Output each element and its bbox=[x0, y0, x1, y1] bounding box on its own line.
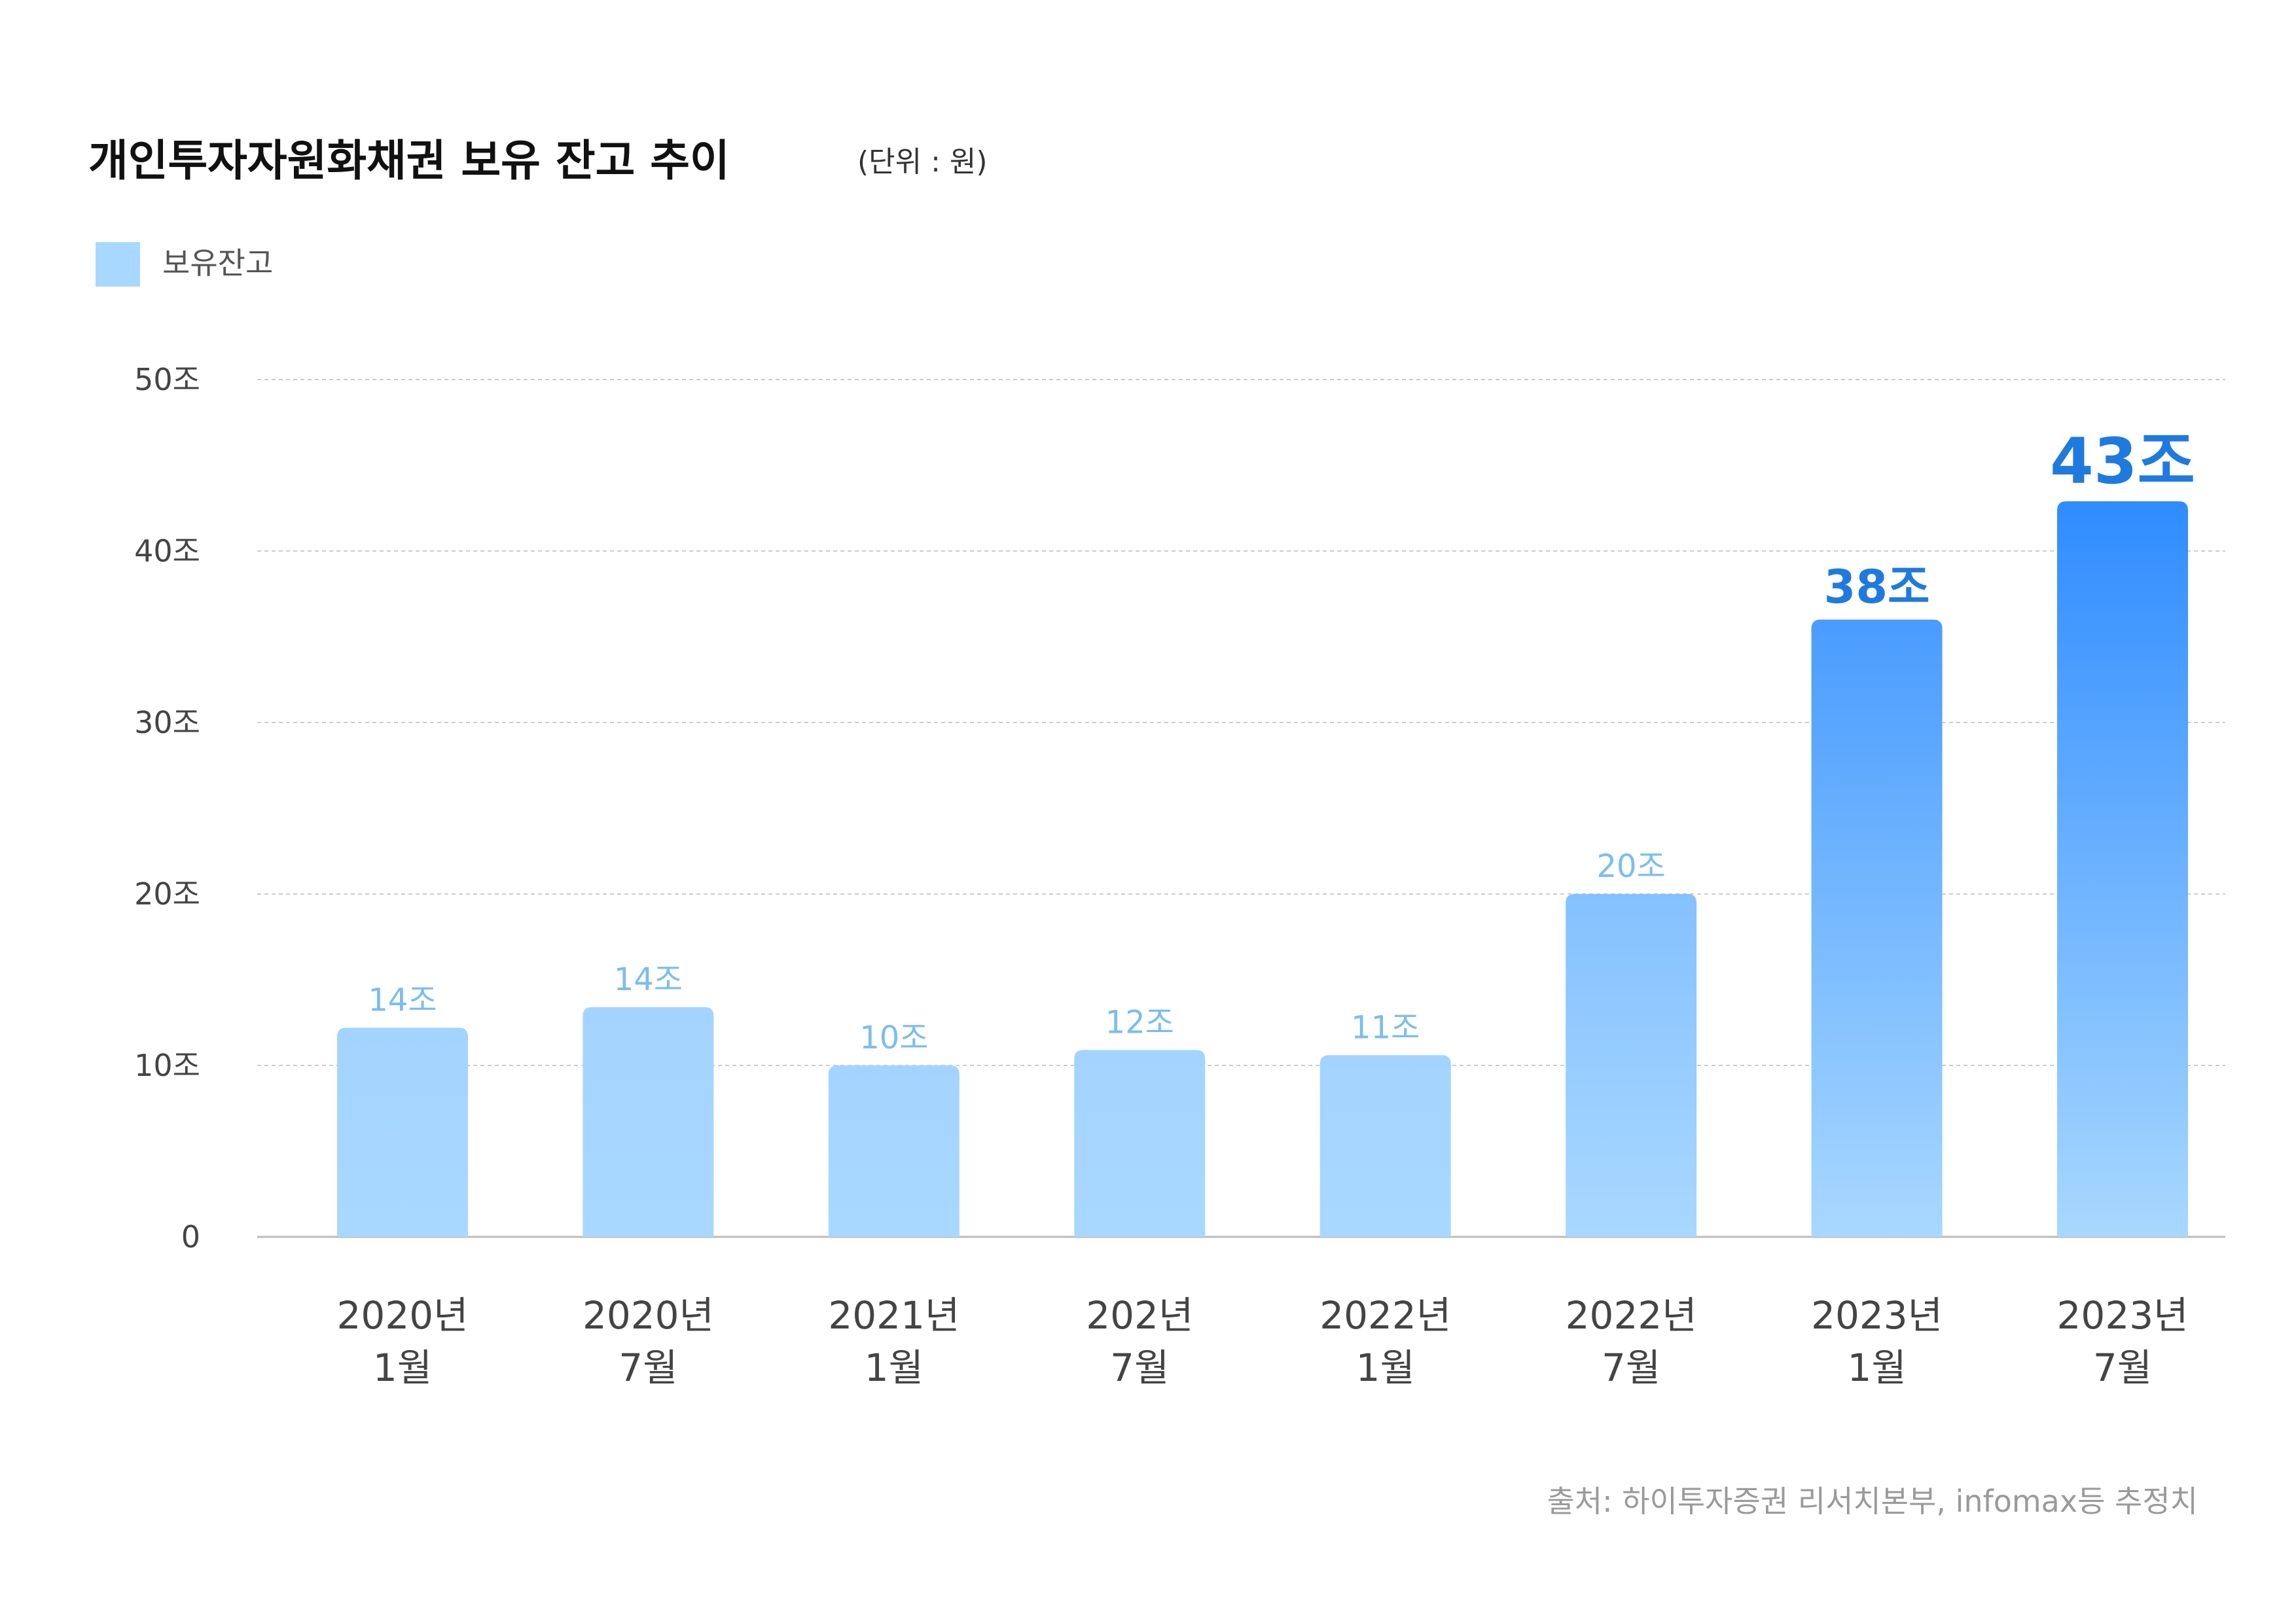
bar bbox=[1811, 619, 1943, 1237]
x-tick-label-month: 1월 bbox=[865, 1346, 924, 1390]
x-tick-label-year: 2022년 bbox=[1319, 1293, 1451, 1338]
bar bbox=[1074, 1050, 1206, 1237]
bar bbox=[1566, 894, 1697, 1237]
y-tick-label: 10조 bbox=[134, 1048, 200, 1083]
unit-note: (단위 : 원) bbox=[857, 145, 988, 179]
x-tick-label-month: 1월 bbox=[1356, 1346, 1415, 1390]
x-tick-label-month: 7월 bbox=[1110, 1346, 1169, 1390]
bar-value-label: 43조 bbox=[2050, 425, 2195, 498]
y-tick-label: 20조 bbox=[134, 876, 200, 912]
bar-value-label: 12조 bbox=[1105, 1004, 1174, 1041]
x-tick-label-month: 1월 bbox=[1847, 1346, 1906, 1390]
bar bbox=[337, 1027, 468, 1237]
x-tick-label-year: 2023년 bbox=[1811, 1293, 1943, 1338]
x-tick-label-month: 7월 bbox=[1602, 1346, 1660, 1390]
bar-value-label: 10조 bbox=[859, 1020, 928, 1056]
source-note: 출처: 하이투자증권 리서치본부, infomax등 추정치 bbox=[1547, 1484, 2198, 1519]
x-tick-label-year: 2022년 bbox=[1566, 1293, 1697, 1338]
legend-label: 보유잔고 bbox=[162, 245, 273, 281]
x-tick-label-year: 2023년 bbox=[2057, 1293, 2189, 1338]
x-tick-label-year: 202년 bbox=[1086, 1293, 1193, 1338]
x-tick-label-month: 1월 bbox=[373, 1346, 432, 1390]
bar-value-label: 14조 bbox=[368, 982, 437, 1018]
y-tick-label: 0 bbox=[181, 1219, 200, 1255]
x-tick-label-year: 2020년 bbox=[337, 1293, 469, 1338]
x-tick-label-year: 2020년 bbox=[583, 1293, 714, 1338]
bar bbox=[1319, 1055, 1451, 1237]
chart-title: 개인투자자원화채권 보유 잔고 추이 bbox=[88, 135, 730, 186]
y-tick-label: 30조 bbox=[134, 705, 200, 740]
bar bbox=[583, 1007, 714, 1237]
bar bbox=[2057, 501, 2188, 1237]
bar-value-label: 14조 bbox=[614, 961, 683, 998]
bar-value-label: 11조 bbox=[1351, 1009, 1420, 1046]
y-tick-label: 40조 bbox=[134, 533, 200, 569]
x-tick-label-month: 7월 bbox=[2093, 1346, 2152, 1390]
bar bbox=[828, 1065, 960, 1237]
legend-swatch bbox=[96, 242, 140, 287]
bar-value-label: 20조 bbox=[1597, 848, 1666, 885]
x-tick-label-month: 7월 bbox=[619, 1346, 677, 1390]
y-tick-label: 50조 bbox=[134, 362, 200, 397]
x-tick-label-year: 2021년 bbox=[828, 1293, 960, 1338]
bar-value-label: 38조 bbox=[1824, 560, 1930, 614]
